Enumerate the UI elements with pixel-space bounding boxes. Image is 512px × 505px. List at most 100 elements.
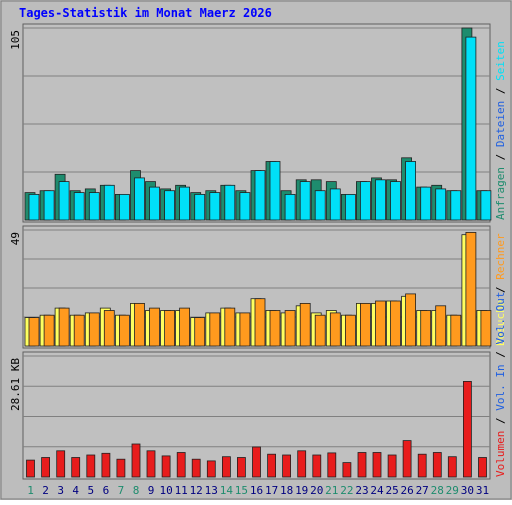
bar-rechner-day-8 [134,302,145,347]
x-tick-label-day-17: 17 [265,484,278,497]
legend-entry-seiten: Seiten [494,41,507,81]
x-tick-label-day-20: 20 [310,484,323,497]
legend-separator: / [494,411,507,431]
bar-dateien-day-1 [28,193,40,221]
bar-dateien-day-18 [284,193,296,221]
bar-rechner-day-6 [103,310,115,347]
x-tick-label-day-24: 24 [370,484,384,497]
bar-dateien-day-24 [375,179,386,221]
panel-3: 28.61 KB Volumen / Vol. In / Vol. Out [9,292,507,480]
bar-volumen-day-6 [101,452,111,478]
bar-rechner-day-13 [209,312,221,347]
bar-rechner-day-31 [480,310,492,347]
legend-entry-volumen: Volumen [494,431,507,477]
bar-dateien-day-6 [103,184,115,221]
bar-volumen-day-15 [236,457,246,478]
bar-volumen-day-8 [131,443,141,478]
panel-2-max-label: 49 [9,232,22,245]
bar-volumen-day-2 [41,457,50,478]
bar-dateien-day-14 [224,184,236,221]
panel-1-legend: Anfragen / Dateien / Seiten [494,41,507,220]
bar-rechner-day-11 [179,307,191,347]
bar-dateien-day-13 [209,192,221,221]
bar-dateien-day-27 [420,186,432,221]
bar-dateien-day-15 [239,192,251,221]
bar-dateien-day-25 [390,181,401,221]
bar-dateien-day-5 [88,192,100,221]
x-tick-label-day-30: 30 [461,484,474,497]
bar-dateien-day-19 [299,181,311,221]
legend-entry-vol-out: Vol. Out [494,292,507,345]
bar-dateien-day-30 [465,36,477,221]
bar-dateien-day-7 [119,193,130,221]
bar-dateien-day-28 [435,188,447,221]
x-tick-label-day-23: 23 [355,484,368,497]
x-tick-label-day-31: 31 [476,484,489,497]
x-tick-label-day-21: 21 [325,484,338,497]
bar-volumen-day-14 [221,456,231,478]
bar-dateien-day-11 [179,186,191,221]
bar-dateien-day-9 [149,186,160,221]
bar-volumen-day-7 [116,458,126,478]
bar-rechner-day-10 [164,310,176,347]
bar-dateien-day-23 [359,181,371,221]
bar-volumen-day-11 [176,452,186,478]
bar-rechner-day-14 [224,307,236,347]
x-axis-labels: 1 2 3 4 5 6 7 8 9 10 11 12 13 14 15 16 17 18 19 20 21 22 23 24 2… [27,484,489,497]
bar-dateien-day-21 [329,188,341,221]
bar-rechner-day-20 [314,314,326,347]
bar-volumen-day-10 [161,455,171,478]
legend-separator: / [494,147,507,167]
bar-rechner-day-15 [239,312,251,347]
bar-dateien-day-3 [58,181,70,221]
x-tick-label-day-16: 16 [250,484,263,497]
bar-volumen-day-1 [26,459,35,478]
bar-rechner-day-29 [450,314,462,347]
bar-volumen-day-3 [56,450,66,478]
x-tick-label-day-28: 28 [431,484,444,497]
bar-rechner-day-23 [359,302,371,347]
bar-volumen-day-30 [462,380,472,478]
bar-rechner-day-9 [149,307,160,347]
bar-rechner-day-21 [329,312,341,347]
x-tick-label-day-9: 9 [148,484,155,497]
bar-dateien-day-22 [344,193,356,221]
x-tick-label-day-3: 3 [57,484,64,497]
bar-volumen-day-31 [478,457,487,478]
legend-separator: / [494,280,507,300]
bar-rechner-day-16 [254,298,266,347]
x-tick-label-day-1: 1 [27,484,34,497]
legend-entry-besuche: Besuche [494,300,507,346]
bar-rechner-day-24 [375,300,386,347]
bar-volumen-day-22 [342,462,352,478]
bar-rechner-day-30 [465,231,477,347]
x-tick-label-day-7: 7 [118,484,125,497]
chart-panels: 105 Anfragen / Dateien / Seiten 49 Besuche … [9,23,507,480]
bar-rechner-day-17 [269,310,281,347]
x-tick-label-day-5: 5 [87,484,94,497]
bar-rechner-day-7 [119,314,130,347]
x-tick-label-day-25: 25 [385,484,398,497]
x-tick-label-day-6: 6 [103,484,110,497]
bar-rechner-day-19 [299,302,311,347]
x-tick-label-day-22: 22 [340,484,353,497]
x-tick-label-day-27: 27 [416,484,429,497]
bar-volumen-day-19 [297,450,307,478]
bar-rechner-day-2 [43,314,55,347]
bar-dateien-day-17 [269,161,281,221]
bar-volumen-day-5 [86,454,96,478]
panel-1: 105 Anfragen / Dateien / Seiten [9,23,507,223]
bar-rechner-day-26 [405,293,417,347]
bar-volumen-day-17 [267,453,277,478]
x-tick-label-day-26: 26 [400,484,413,497]
bar-rechner-day-18 [284,310,296,347]
x-tick-label-day-18: 18 [280,484,293,497]
bar-rechner-day-1 [28,317,40,347]
bar-volumen-day-21 [327,452,337,478]
bar-rechner-day-12 [194,317,206,347]
bar-volumen-day-27 [417,453,427,478]
bar-dateien-day-12 [194,193,206,221]
panel-2-legend: Besuche / Rechner [494,233,507,346]
chart-title: Tages-Statistik im Monat Maerz 2026 [19,6,272,20]
